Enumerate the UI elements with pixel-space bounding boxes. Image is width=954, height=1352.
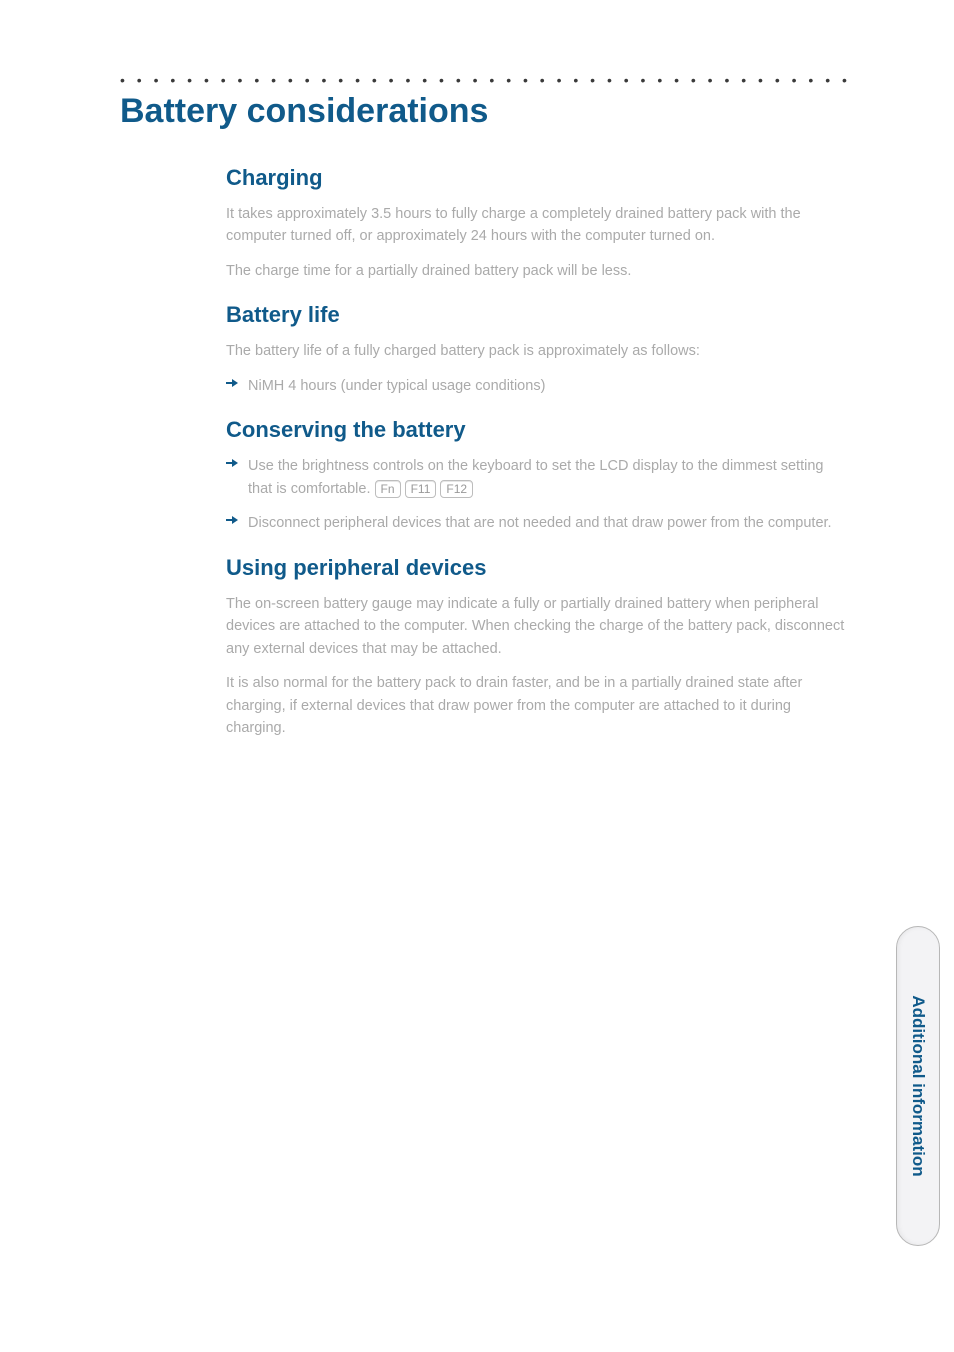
arrow-icon: [226, 512, 248, 526]
page-title: Battery considerations: [120, 92, 850, 131]
para-charging-2: The charge time for a partially drained …: [226, 260, 850, 282]
heading-peripherals: Using peripheral devices: [226, 555, 850, 581]
list-item: Use the brightness controls on the keybo…: [226, 455, 850, 500]
heading-charging: Charging: [226, 165, 850, 191]
side-tab-label: Additional information: [908, 995, 928, 1176]
list-item: Disconnect peripheral devices that are n…: [226, 512, 850, 534]
para-battery-life-1: The battery life of a fully charged batt…: [226, 340, 850, 362]
arrow-icon: [226, 375, 248, 389]
bullet-conserving-1: Use the brightness controls on the keybo…: [248, 455, 850, 500]
para-charging-1: It takes approximately 3.5 hours to full…: [226, 203, 850, 248]
bullet-conserving-2: Disconnect peripheral devices that are n…: [248, 512, 832, 534]
keycap-bright-down-icon: F11: [405, 480, 437, 498]
para-peripherals-1: The on-screen battery gauge may indicate…: [226, 593, 850, 660]
arrow-icon: [226, 455, 248, 469]
list-item: NiMH 4 hours (under typical usage condit…: [226, 375, 850, 397]
bullet-battery-life-1: NiMH 4 hours (under typical usage condit…: [248, 375, 545, 397]
para-peripherals-2: It is also normal for the battery pack t…: [226, 672, 850, 739]
decorative-dots: • • • • • • • • • • • • • • • • • • • • …: [120, 72, 850, 88]
keycap-fn-icon: Fn: [375, 480, 401, 498]
heading-battery-life: Battery life: [226, 302, 850, 328]
heading-conserving: Conserving the battery: [226, 417, 850, 443]
keycap-bright-up-icon: F12: [440, 480, 473, 498]
side-tab: Additional information: [896, 926, 940, 1246]
